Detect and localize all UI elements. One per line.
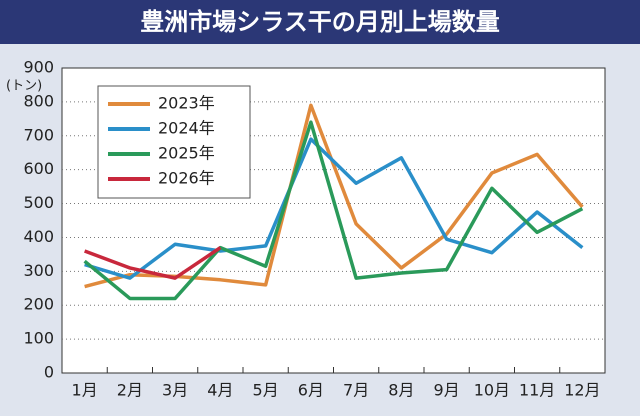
- y-tick-label: 600: [23, 159, 54, 178]
- line-series: [83, 120, 584, 301]
- y-tick-label: 400: [23, 227, 54, 246]
- y-tick-label: 200: [23, 295, 54, 314]
- x-tick-label: 10月: [474, 381, 510, 400]
- x-tick-label: 4月: [207, 381, 233, 400]
- x-tick-label: 9月: [434, 381, 460, 400]
- legend-label: 2024年: [158, 119, 215, 138]
- y-tick-label: 900: [23, 58, 54, 77]
- y-tick-label: 800: [23, 91, 54, 110]
- y-tick-label: 700: [23, 125, 54, 144]
- x-tick-label: 2月: [117, 381, 143, 400]
- legend-label: 2023年: [158, 94, 215, 113]
- x-tick-label: 1月: [72, 381, 98, 400]
- legend-label: 2026年: [158, 169, 215, 188]
- x-tick-label: 5月: [253, 381, 279, 400]
- y-tick-label: 300: [23, 261, 54, 280]
- title-bar: [0, 0, 640, 44]
- chart-title: 豊洲市場シラス干の月別上場数量: [140, 8, 500, 36]
- y-tick-label: 0: [44, 363, 54, 382]
- x-tick-label: 11月: [519, 381, 555, 400]
- x-tick-label: 8月: [388, 381, 414, 400]
- line-series: [84, 137, 584, 280]
- x-tick-label: 12月: [564, 381, 600, 400]
- line-series: [84, 246, 222, 280]
- x-tick-label: 3月: [162, 381, 188, 400]
- y-unit: (トン): [6, 79, 42, 94]
- x-tick-label: 6月: [298, 381, 324, 400]
- y-tick-label: 500: [23, 193, 54, 212]
- x-tick-label: 7月: [343, 381, 369, 400]
- y-tick-label: 100: [23, 329, 54, 348]
- legend-label: 2025年: [158, 144, 215, 163]
